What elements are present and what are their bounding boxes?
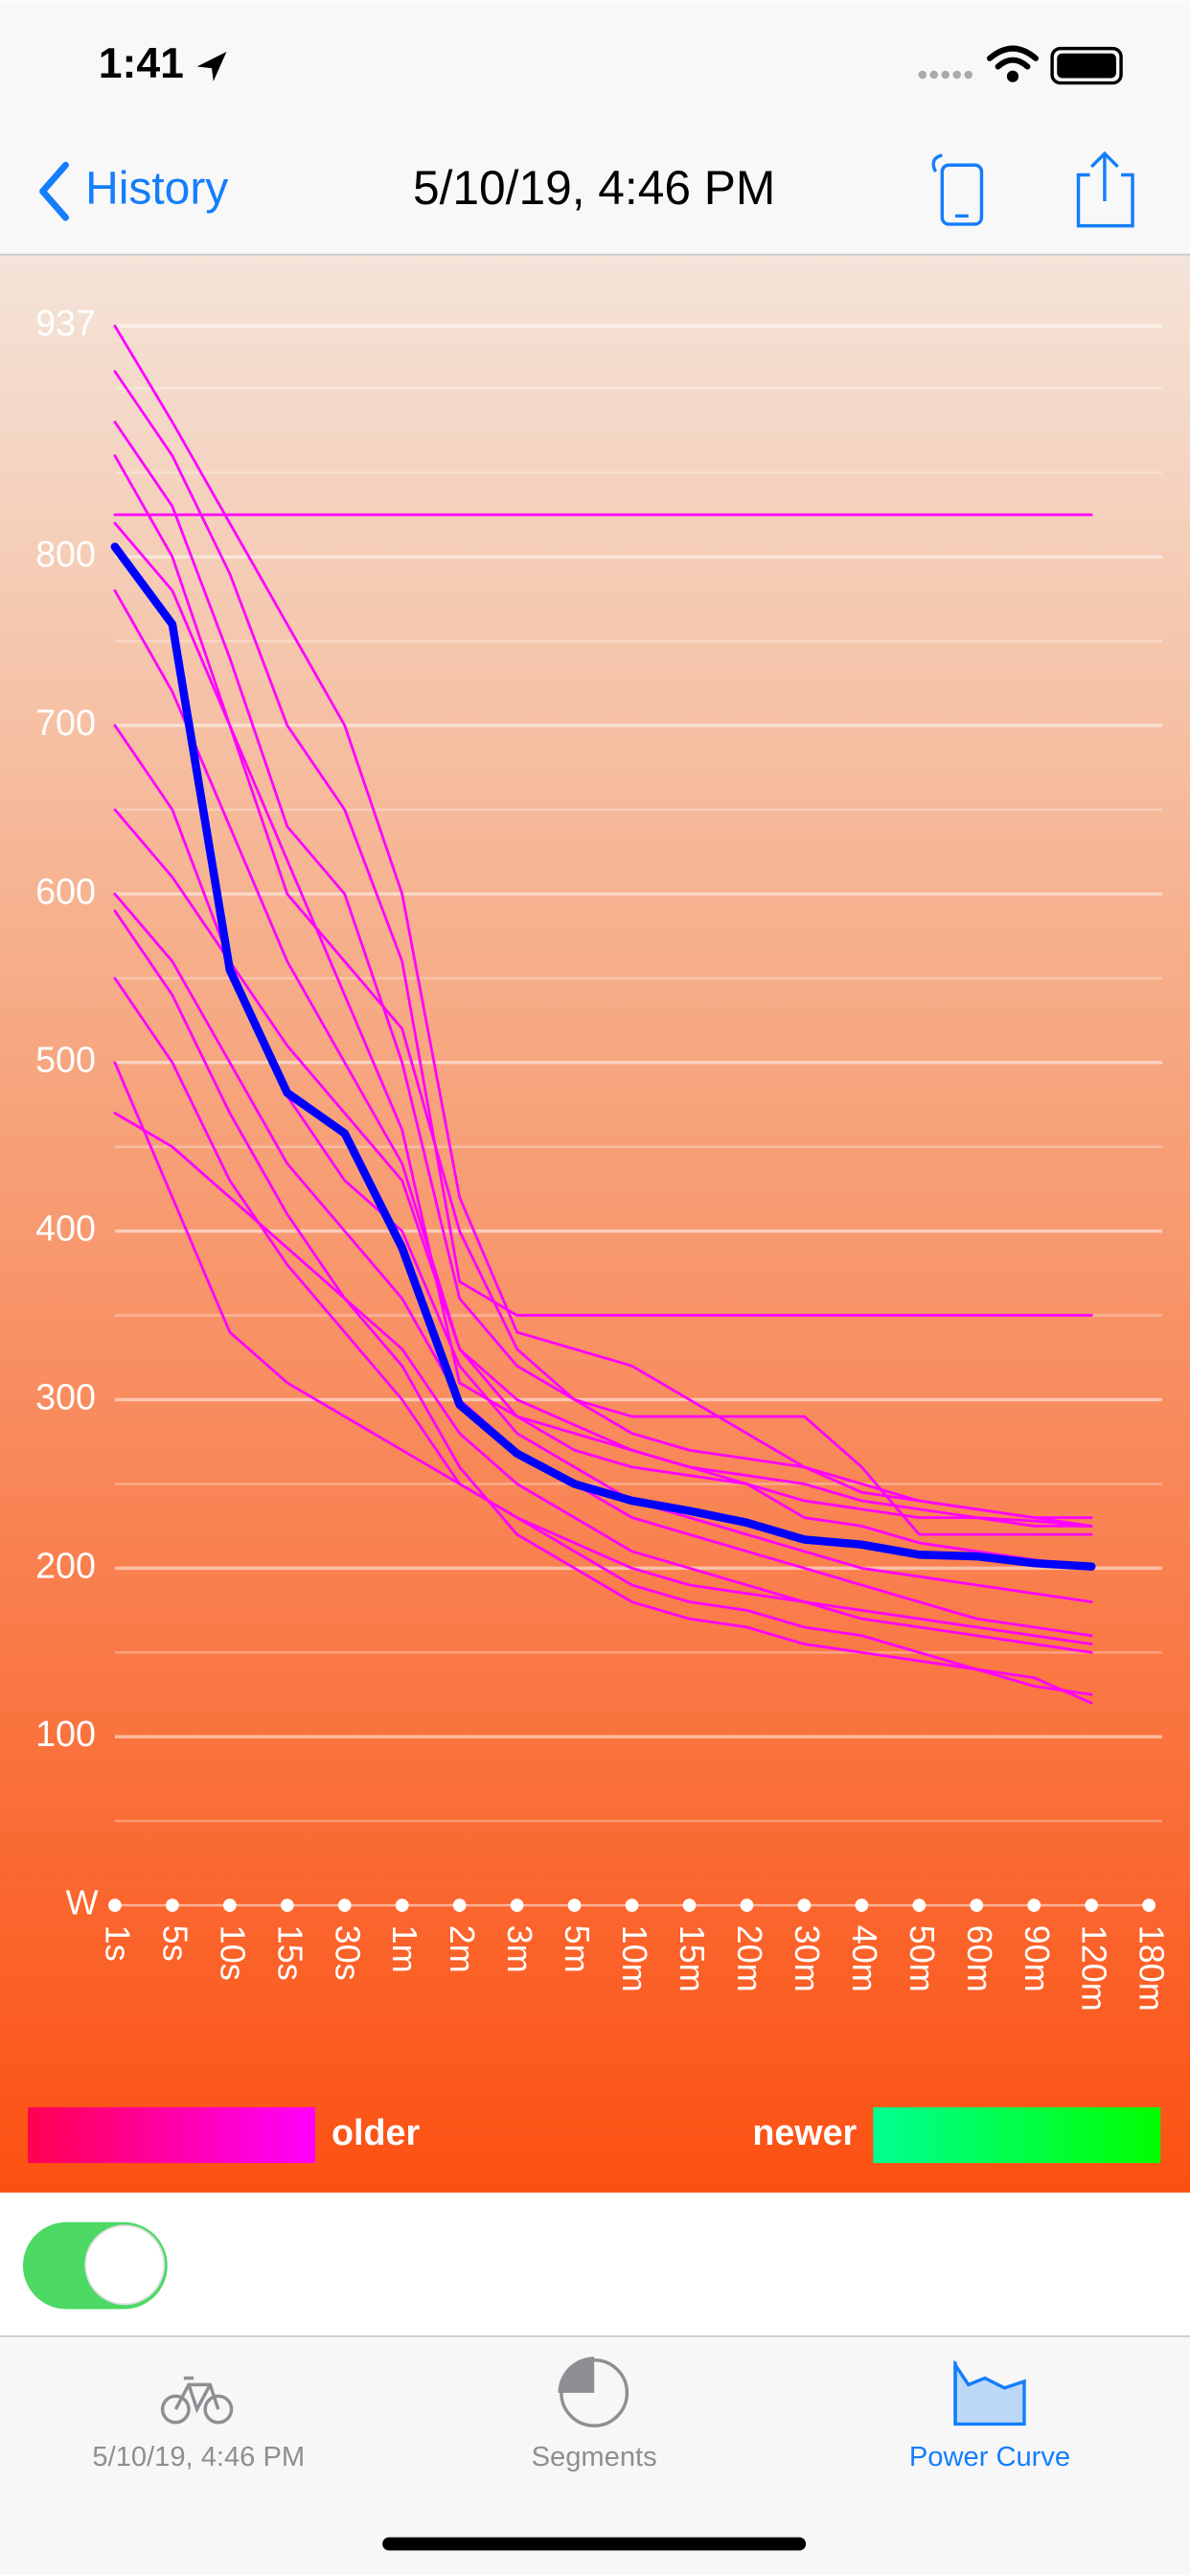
legend-older: older (332, 2112, 420, 2152)
x-tick-label: 30s (328, 1925, 367, 1981)
status-time: 1:41 (99, 40, 184, 87)
legend-older-swatch (28, 2106, 315, 2164)
y-tick-label: 100 (35, 1714, 96, 1754)
x-tick-dot (1027, 1898, 1041, 1912)
y-tick-label: 937 (35, 303, 96, 343)
tab-label[interactable]: Segments (532, 2442, 657, 2472)
x-tick-dot (625, 1898, 639, 1912)
x-tick-dot (337, 1898, 352, 1912)
y-tick-label: 700 (35, 702, 96, 743)
x-tick-dot (166, 1898, 179, 1912)
y-tick-label: 800 (35, 534, 96, 574)
y-tick-label: 400 (35, 1208, 96, 1249)
y-tick-label: 600 (35, 871, 96, 911)
x-tick-label: 2m (443, 1925, 482, 1973)
current-ride-line (110, 542, 1096, 1571)
toggle-knob (84, 2224, 166, 2306)
ride-line (113, 1112, 1093, 1705)
x-tick-label: 3m (500, 1925, 539, 1973)
x-tick-label: 20m (730, 1925, 769, 1992)
x-tick-label: 10s (213, 1925, 252, 1981)
share-button[interactable] (1076, 150, 1134, 228)
x-tick-dot (567, 1898, 582, 1912)
x-tick-dot (970, 1898, 984, 1912)
ride-line (113, 977, 1093, 1645)
ride-line (113, 1061, 1093, 1696)
x-tick-label: 50m (903, 1925, 942, 1992)
back-chevron (39, 161, 69, 221)
power-curve-icon (953, 2359, 1026, 2426)
tab-label[interactable]: Power Curve (909, 2442, 1070, 2472)
location-icon (196, 52, 227, 81)
ride-line (113, 808, 1093, 1570)
axes: 100 200 300 400 500 600 700 800 937 1s 5s 10s 15s 30s… (35, 303, 1172, 2012)
ride-line (113, 421, 1093, 1519)
ride-line (113, 521, 1093, 1528)
x-tick-label: 30m (788, 1925, 827, 1992)
x-tick-dot (280, 1898, 294, 1912)
tab-label[interactable]: 5/10/19, 4:46 PM (92, 2442, 305, 2472)
plot (110, 324, 1096, 1705)
legend-newer-swatch (873, 2106, 1161, 2164)
legend-newer: newer (752, 2112, 857, 2152)
ride-line (113, 454, 1093, 1536)
x-tick-dot (395, 1898, 409, 1912)
x-tick-label: 5m (558, 1925, 597, 1973)
header-bg (0, 0, 1190, 254)
ride-line (113, 909, 1093, 1654)
x-tick-dot (222, 1898, 237, 1912)
x-tick-label: 60m (960, 1925, 999, 1992)
nav-title: 5/10/19, 4:46 PM (413, 161, 775, 215)
x-tick-dot (855, 1898, 869, 1912)
y-tick-label: 200 (35, 1545, 96, 1585)
ride-line (113, 370, 1093, 1317)
y-tick-label: 300 (35, 1376, 96, 1416)
x-tick-label: 10m (615, 1925, 654, 1992)
back-label[interactable]: History (85, 163, 228, 214)
ride-line (113, 892, 1093, 1638)
home-indicator (382, 2537, 807, 2551)
x-tick-label: 1s (98, 1925, 137, 1962)
ride-line (113, 588, 1093, 1528)
wifi-icon (987, 45, 1039, 82)
x-tick-dot (797, 1898, 812, 1912)
x-tick-dot (510, 1898, 524, 1912)
x-tick-label: 40m (845, 1925, 884, 1992)
tab-bar (0, 2334, 1190, 2576)
x-tick-dot (740, 1898, 754, 1912)
signal-icon (918, 70, 973, 80)
x-tick-dot (452, 1898, 467, 1912)
chart-bg (0, 255, 1190, 2193)
x-tick-dot (108, 1898, 122, 1912)
x-tick-dot (682, 1898, 697, 1912)
y-unit-label: W (66, 1883, 99, 1922)
back-button[interactable]: History (39, 161, 229, 221)
x-tick-label: 15m (673, 1925, 712, 1992)
tabs: 5/10/19, 4:46 PM Segments Power Curve (92, 2442, 1070, 2472)
bike-icon (160, 2376, 234, 2425)
x-tick-label: 90m (1018, 1925, 1057, 1992)
x-tick-dot (1085, 1898, 1099, 1912)
x-tick-label: 1m (385, 1925, 424, 1973)
x-tick-label: 5s (155, 1925, 195, 1962)
x-tick-dot (1142, 1898, 1156, 1912)
battery-level (1057, 53, 1116, 79)
x-tick-label: 15s (270, 1925, 309, 1981)
x-tick-label: 120m (1075, 1925, 1114, 2012)
toggle-row (0, 2192, 1190, 2335)
y-tick-label: 500 (35, 1040, 96, 1080)
x-tick-dot (912, 1898, 927, 1912)
x-tick-label: 180m (1133, 1925, 1172, 2012)
segments-icon (558, 2357, 629, 2427)
rotate-button[interactable] (931, 153, 984, 226)
battery-icon (1050, 46, 1123, 85)
toggle[interactable] (22, 2221, 168, 2310)
